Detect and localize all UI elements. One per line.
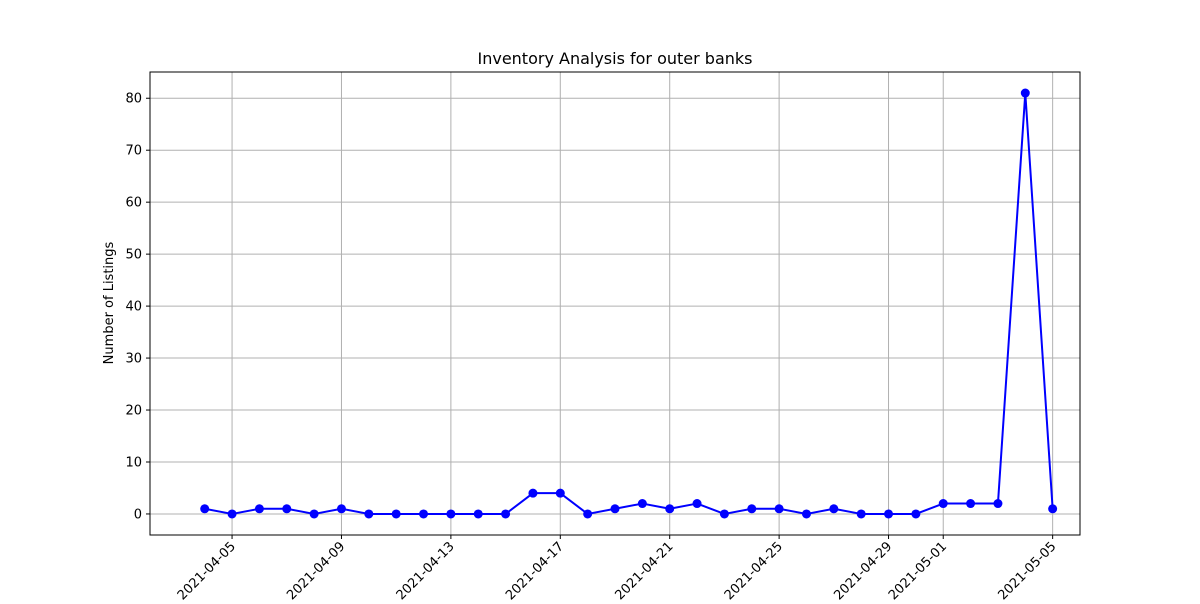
data-point xyxy=(282,504,292,514)
data-point xyxy=(665,504,675,514)
x-tick-label: 2021-05-01 xyxy=(886,539,950,600)
data-point xyxy=(637,499,647,509)
data-point xyxy=(829,504,839,514)
y-tick-label: 60 xyxy=(125,196,142,211)
chart-title: Inventory Analysis for outer banks xyxy=(477,49,752,68)
x-tick-label: 2021-05-05 xyxy=(995,539,1059,600)
data-point xyxy=(911,509,921,519)
data-point xyxy=(336,504,346,514)
y-tick-label: 20 xyxy=(125,404,142,419)
y-tick-label: 10 xyxy=(125,455,142,470)
data-point xyxy=(446,509,456,519)
y-tick-label: 0 xyxy=(134,507,142,522)
x-tick-label: 2021-04-13 xyxy=(394,539,458,600)
data-point xyxy=(801,509,811,519)
data-point xyxy=(419,509,429,519)
data-point xyxy=(856,509,866,519)
axis-ticks: 0 10 20 30 40 50 60 70 80 2021-04-05 2021-04-09 202… xyxy=(125,92,1059,604)
data-point xyxy=(473,509,483,519)
data-point xyxy=(528,488,538,498)
data-point xyxy=(1048,504,1058,514)
y-tick-label: 30 xyxy=(125,352,142,367)
data-point xyxy=(309,509,319,519)
x-tick-label: 2021-04-21 xyxy=(612,539,676,600)
data-point xyxy=(610,504,620,514)
data-point xyxy=(884,509,894,519)
data-point xyxy=(747,504,757,514)
data-point xyxy=(966,499,976,509)
data-point xyxy=(993,499,1003,509)
data-point xyxy=(774,504,784,514)
series-layer xyxy=(200,88,1058,519)
data-point xyxy=(719,509,729,519)
data-point xyxy=(227,509,237,519)
plot-area-frame xyxy=(149,71,1081,536)
data-point xyxy=(938,499,948,509)
series-line xyxy=(204,92,1054,515)
x-tick-label: 2021-04-25 xyxy=(722,539,786,600)
x-tick-label: 2021-04-09 xyxy=(284,539,348,600)
data-point xyxy=(391,509,401,519)
y-tick-label: 80 xyxy=(125,92,142,107)
y-tick-label: 40 xyxy=(125,300,142,315)
y-tick-label: 70 xyxy=(125,144,142,159)
data-point xyxy=(200,504,210,514)
y-axis-label: Number of Listings xyxy=(102,241,117,364)
data-point xyxy=(501,509,511,519)
data-point xyxy=(583,509,593,519)
data-point xyxy=(254,504,264,514)
x-tick-label: 2021-04-29 xyxy=(831,539,895,600)
data-point xyxy=(555,488,565,498)
grid xyxy=(150,72,1080,535)
data-point xyxy=(364,509,374,519)
data-point xyxy=(692,499,702,509)
x-tick-label: 2021-04-17 xyxy=(503,539,567,600)
data-point xyxy=(1020,88,1030,98)
y-tick-label: 50 xyxy=(125,248,142,263)
x-tick-label: 2021-04-05 xyxy=(175,539,239,600)
